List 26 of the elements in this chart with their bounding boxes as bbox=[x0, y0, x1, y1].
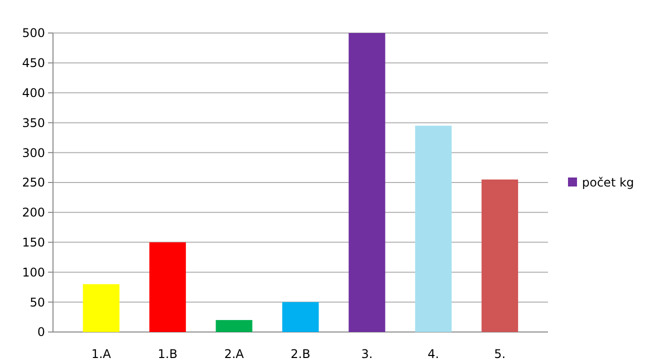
y-tick-label: 250 bbox=[22, 176, 45, 190]
bar bbox=[482, 180, 518, 332]
bar bbox=[216, 320, 252, 332]
x-tick-label: 2.B bbox=[290, 347, 310, 361]
x-tick-label: 3. bbox=[361, 347, 373, 361]
y-tick-label: 50 bbox=[30, 295, 45, 310]
bar bbox=[415, 126, 452, 332]
bar bbox=[82, 284, 120, 332]
y-tick-label: 100 bbox=[22, 265, 45, 280]
bar bbox=[348, 33, 386, 332]
y-tick-label: 300 bbox=[22, 146, 45, 160]
y-tick-label: 350 bbox=[22, 116, 45, 130]
x-tick-label: 4. bbox=[428, 347, 440, 361]
x-tick-label: 5. bbox=[494, 347, 506, 361]
x-tick-label: 1.A bbox=[91, 347, 112, 361]
y-tick-label: 150 bbox=[22, 236, 45, 250]
bar bbox=[149, 242, 186, 332]
y-tick-label: 200 bbox=[22, 206, 45, 220]
y-tick-label: 500 bbox=[22, 26, 45, 40]
x-tick-label: 2.A bbox=[224, 347, 245, 361]
y-tick-label: 450 bbox=[22, 56, 45, 70]
y-tick-label: 0 bbox=[37, 325, 45, 340]
bar bbox=[282, 302, 319, 332]
legend-label: počet kg bbox=[582, 176, 634, 190]
x-tick-label: 1.B bbox=[158, 347, 178, 361]
y-tick-label: 400 bbox=[22, 86, 45, 100]
